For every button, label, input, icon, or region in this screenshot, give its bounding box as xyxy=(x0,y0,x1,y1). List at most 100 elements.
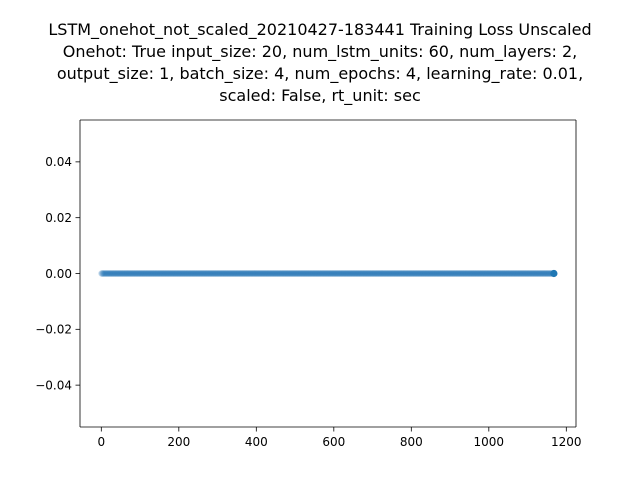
data-point xyxy=(515,270,522,277)
data-point xyxy=(423,270,430,277)
data-point xyxy=(177,270,184,277)
data-point xyxy=(130,270,137,277)
data-point xyxy=(496,270,503,277)
data-point xyxy=(345,270,352,277)
data-point xyxy=(254,270,262,277)
data-point xyxy=(143,270,150,277)
data-point xyxy=(100,270,107,277)
data-point xyxy=(270,270,277,277)
data-point xyxy=(315,270,323,277)
data-point xyxy=(451,270,458,277)
data-point xyxy=(331,270,339,277)
data-point xyxy=(200,270,208,277)
data-point xyxy=(535,270,542,277)
data-point xyxy=(341,270,348,277)
data-point xyxy=(315,270,322,277)
data-point xyxy=(432,270,439,277)
data-point xyxy=(116,270,124,277)
data-point xyxy=(377,270,384,277)
data-point xyxy=(542,270,549,277)
data-point xyxy=(347,270,355,277)
data-point xyxy=(253,270,260,277)
data-point xyxy=(459,270,466,277)
data-point xyxy=(456,270,463,277)
data-point xyxy=(499,270,507,277)
data-point xyxy=(123,270,130,277)
data-point xyxy=(366,270,374,277)
data-point xyxy=(545,270,553,277)
data-point xyxy=(134,270,141,277)
data-point xyxy=(411,270,419,277)
data-point xyxy=(523,270,531,277)
data-point xyxy=(356,270,364,277)
data-point xyxy=(374,270,381,277)
data-point xyxy=(223,270,230,277)
data-point xyxy=(365,270,373,277)
data-point xyxy=(296,270,303,277)
data-point xyxy=(524,270,531,277)
data-point xyxy=(467,270,474,277)
data-point xyxy=(492,270,499,277)
data-point xyxy=(493,270,500,277)
data-point xyxy=(308,270,316,277)
data-point xyxy=(108,270,115,277)
data-point xyxy=(293,270,300,277)
data-point xyxy=(485,270,492,277)
data-point xyxy=(158,270,166,277)
data-point xyxy=(351,270,359,277)
data-point xyxy=(177,270,185,277)
data-point xyxy=(325,270,332,277)
data-point xyxy=(478,270,486,277)
data-point xyxy=(189,270,197,277)
data-point xyxy=(419,270,427,277)
data-point xyxy=(428,270,436,277)
data-point xyxy=(351,270,358,277)
data-point xyxy=(116,270,123,277)
data-point xyxy=(239,270,246,277)
data-point xyxy=(404,270,412,277)
data-point xyxy=(409,270,417,277)
data-point xyxy=(315,270,322,277)
data-point xyxy=(322,270,330,277)
data-point xyxy=(304,270,312,277)
data-point xyxy=(406,270,413,277)
data-point xyxy=(361,270,368,277)
data-point xyxy=(387,270,395,277)
data-point xyxy=(275,270,282,277)
data-point xyxy=(499,270,506,277)
data-point xyxy=(173,270,181,277)
data-point xyxy=(265,270,272,277)
data-point xyxy=(260,270,267,277)
data-point xyxy=(522,270,529,277)
data-point xyxy=(312,270,319,277)
y-tick-label: −0.02 xyxy=(35,323,72,337)
data-point xyxy=(473,270,481,277)
data-point xyxy=(357,270,364,277)
data-point xyxy=(163,270,170,277)
data-point xyxy=(436,270,444,277)
data-point xyxy=(196,270,204,277)
data-point xyxy=(354,270,361,277)
data-point xyxy=(234,270,242,277)
data-point xyxy=(442,270,449,277)
data-point xyxy=(191,270,198,277)
data-point xyxy=(408,270,415,277)
data-point xyxy=(481,270,488,277)
data-point xyxy=(270,270,278,277)
data-point xyxy=(325,270,333,277)
data-point xyxy=(512,270,519,277)
data-point xyxy=(380,270,387,277)
data-point xyxy=(455,270,462,277)
data-point xyxy=(533,270,541,277)
data-point xyxy=(182,270,189,277)
data-point xyxy=(241,270,249,277)
data-point xyxy=(486,270,494,277)
data-point xyxy=(491,270,498,277)
data-point xyxy=(240,270,247,277)
data-point xyxy=(306,270,313,277)
data-point xyxy=(282,270,289,277)
data-point xyxy=(320,270,327,277)
data-point xyxy=(332,270,339,277)
data-point xyxy=(425,270,432,277)
data-point xyxy=(99,270,106,277)
